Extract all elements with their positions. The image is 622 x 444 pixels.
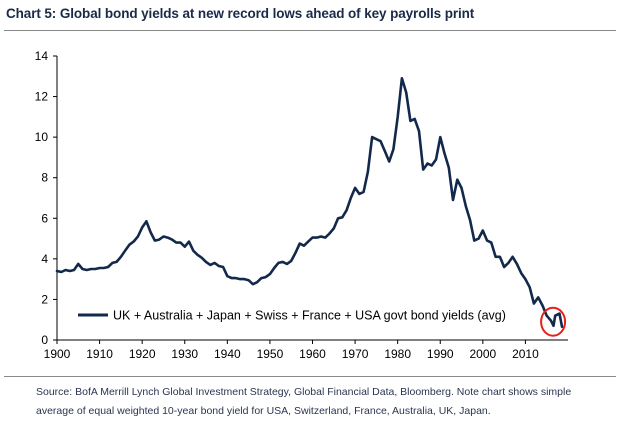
x-tick-label: 1970 [342,347,369,361]
source-note: Source: BofA Merrill Lynch Global Invest… [36,386,572,417]
x-tick-label: 2000 [469,347,496,361]
x-tick-label: 1960 [299,347,326,361]
series-line [55,77,564,329]
title-divider [4,30,616,31]
x-tick-label: 1940 [214,347,241,361]
series-layer [55,77,564,329]
legend-label: UK + Australia + Japan + Swiss + France … [113,309,506,323]
x-tick-label: 1990 [427,347,454,361]
record-low-circle [540,306,567,337]
y-tick-label: 8 [41,171,48,185]
x-tick-label: 1900 [44,347,71,361]
y-tick-label: 14 [35,49,49,63]
y-tick-label: 6 [41,211,48,225]
legend: UK + Australia + Japan + Swiss + France … [78,309,506,323]
x-tick-label: 1980 [384,347,411,361]
chart-axes: 0 2 4 6 8 10 12 14 1900 1910 1920 1930 1940 1950 1960 1… [35,49,568,361]
y-tick-label: 10 [35,130,49,144]
y-tick-label: 4 [41,252,48,266]
x-tick-label: 1950 [257,347,284,361]
chart-title: Chart 5: Global bond yields at new recor… [6,6,475,21]
x-tick-label: 2010 [512,347,539,361]
y-tick-label: 0 [41,333,48,347]
y-tick-label: 12 [35,90,49,104]
bond-yield-chart: 0 2 4 6 8 10 12 14 1900 1910 1920 1930 1940 1950 1960 1… [35,49,568,361]
source-divider [4,376,616,377]
x-tick-label: 1910 [86,347,113,361]
y-tick-label: 2 [41,292,48,306]
x-tick-label: 1930 [171,347,198,361]
annotation-layer [540,306,567,337]
x-tick-label: 1920 [129,347,156,361]
